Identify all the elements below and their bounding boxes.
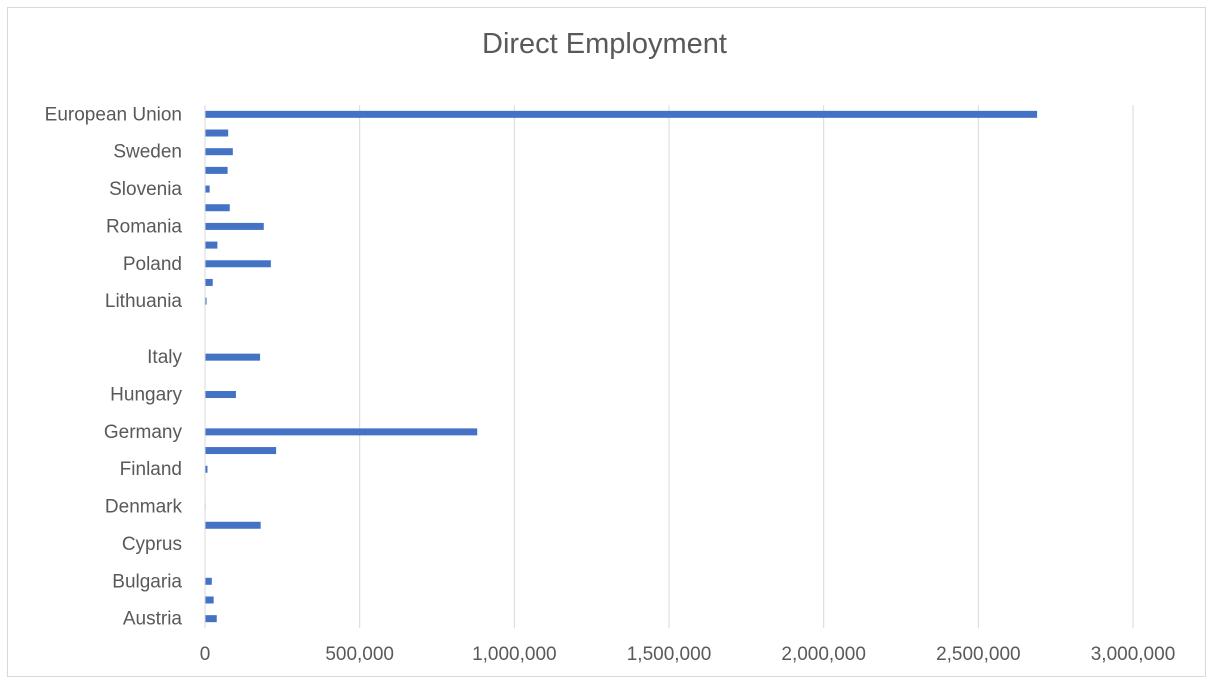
bar: [205, 577, 212, 585]
x-tick-label: 2,000,000: [781, 644, 866, 665]
y-category-label: Finland: [120, 459, 182, 480]
bar: [205, 521, 261, 529]
bar: [205, 129, 229, 137]
x-tick-label: 2,500,000: [936, 644, 1021, 665]
bar: [205, 447, 277, 455]
y-category-label: Slovenia: [109, 179, 182, 200]
bar: [205, 428, 478, 436]
y-category-label: Romania: [106, 216, 182, 237]
bar: [205, 241, 218, 249]
bar: [205, 222, 264, 230]
y-category-label: Austria: [123, 609, 183, 630]
y-category-label: Lithuania: [105, 291, 183, 312]
bar: [205, 260, 271, 268]
bar: [205, 615, 217, 623]
y-category-label: Germany: [104, 422, 183, 443]
bar: [205, 204, 230, 212]
y-category-label: Sweden: [113, 142, 182, 163]
y-category-label: Hungary: [110, 385, 182, 406]
x-tick-label: 500,000: [325, 644, 394, 665]
y-category-label: Denmark: [105, 497, 183, 518]
bar: [205, 465, 208, 473]
x-tick-label: 1,000,000: [472, 644, 557, 665]
bar: [205, 297, 207, 305]
bars: [205, 110, 1038, 623]
gridlines: [359, 105, 1134, 628]
x-tick-label: 1,500,000: [627, 644, 712, 665]
bar: [205, 185, 210, 193]
x-tick-label: 3,000,000: [1091, 644, 1176, 665]
chart-frame: [7, 7, 1206, 677]
x-tick-label: 0: [200, 644, 211, 665]
bar: [205, 353, 261, 361]
y-category-label: Poland: [123, 254, 182, 275]
chart-title: Direct Employment: [482, 28, 727, 60]
bar: [205, 391, 236, 399]
bar: [205, 110, 1038, 118]
bar: [205, 278, 213, 286]
x-axis-labels: 0 500,000 1,000,000 1,500,000 2,000,000 2,500…: [200, 644, 1176, 665]
y-category-label: European Union: [45, 104, 182, 125]
bar: [205, 148, 233, 156]
y-category-label: Italy: [147, 347, 182, 368]
y-axis-labels: European Union Sweden Slovenia Romania Polan…: [45, 104, 183, 629]
y-category-label: Bulgaria: [112, 571, 182, 592]
y-category-label: Cyprus: [122, 534, 182, 555]
bar: [205, 166, 228, 174]
bar: [205, 596, 214, 604]
